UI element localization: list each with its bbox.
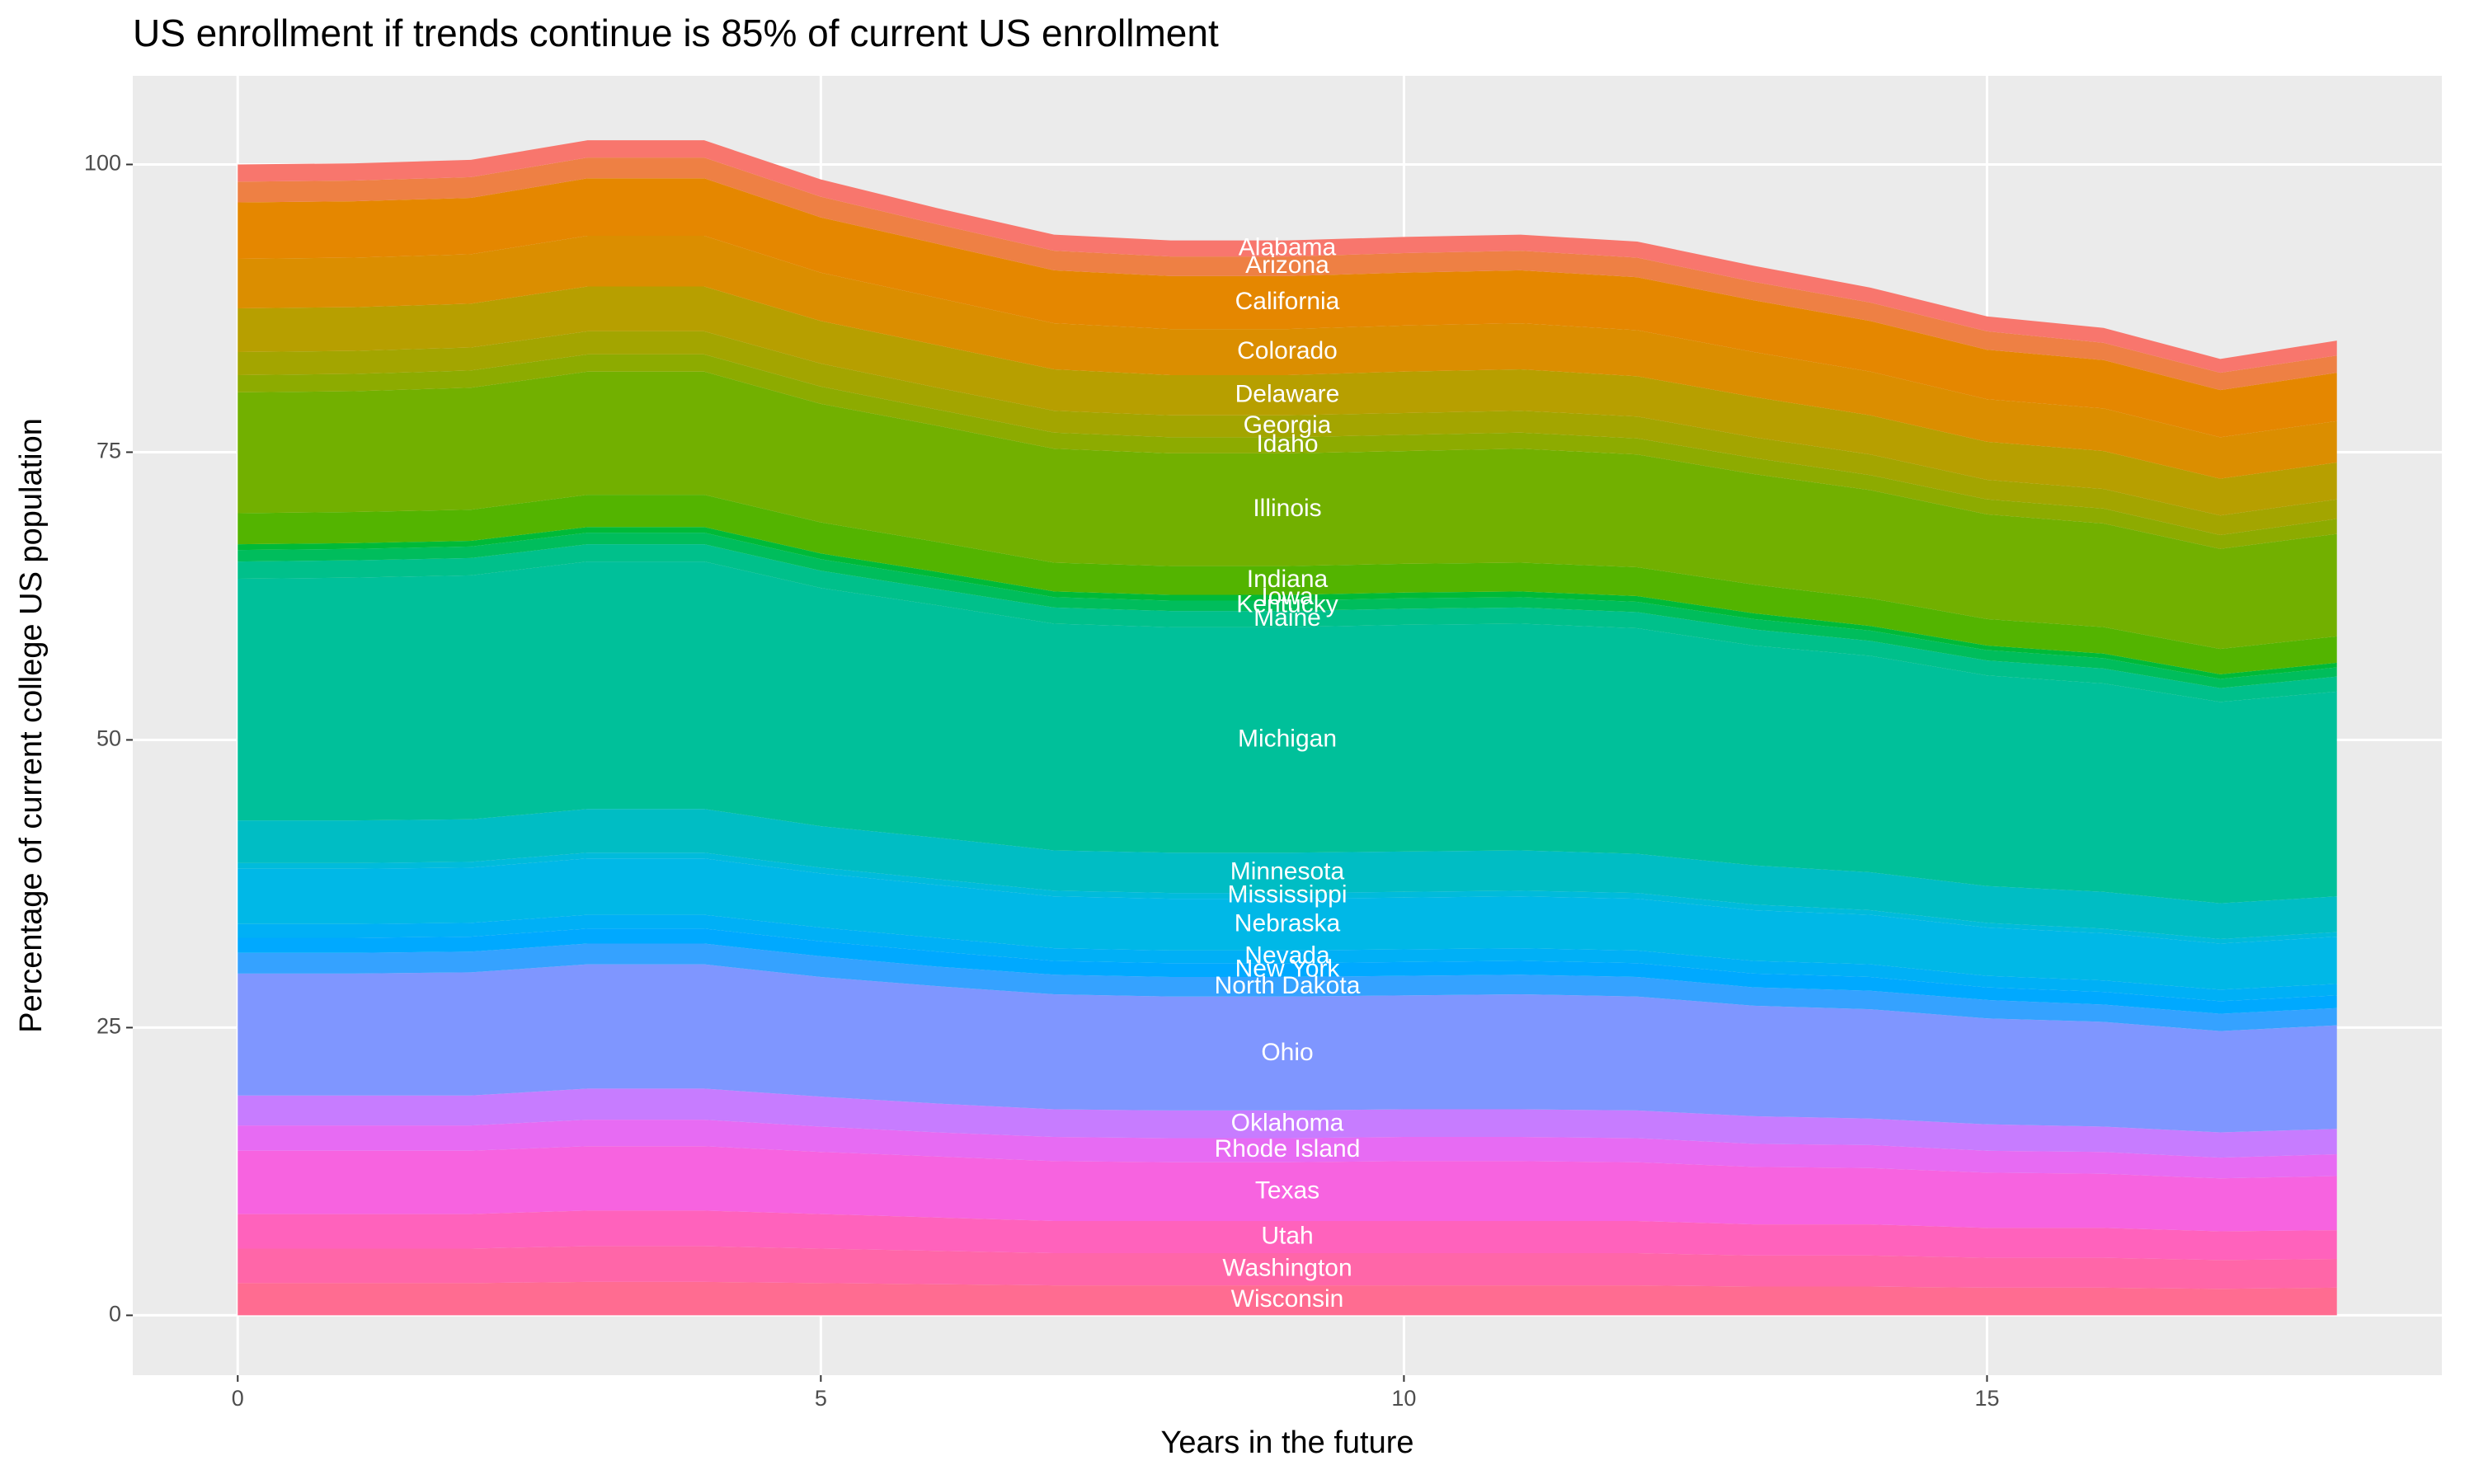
y-tick-label: 25 [96, 1014, 121, 1039]
area [238, 852, 2337, 944]
y-axis-label: Percentage of current college US populat… [14, 418, 49, 1033]
area-label: Arizona [1245, 251, 1329, 279]
area-label: Wisconsin [1231, 1285, 1344, 1313]
area [238, 140, 2337, 373]
chart-title: US enrollment if trends continue is 85% … [133, 12, 1219, 54]
area-label: New York [1235, 956, 1341, 983]
area [238, 914, 2337, 1002]
y-tick-label: 75 [96, 439, 121, 463]
area [238, 544, 2337, 702]
area [238, 561, 2337, 904]
area-label: Washington [1222, 1254, 1352, 1281]
y-tick-label: 100 [84, 151, 121, 176]
area-label: Idaho [1256, 430, 1318, 458]
x-tick-label: 0 [232, 1386, 244, 1411]
area-label: Utah [1261, 1222, 1313, 1249]
area [238, 858, 2337, 990]
area-label: Michigan [1238, 725, 1337, 752]
area-label: Maine [1253, 604, 1321, 632]
area [238, 533, 2337, 688]
area-label: Ohio [1261, 1039, 1313, 1066]
x-tick-label: 15 [1974, 1386, 1999, 1411]
area-label: North Dakota [1215, 972, 1361, 999]
area [238, 1210, 2337, 1261]
area-label: Oklahoma [1231, 1110, 1344, 1137]
area-label: Georgia [1244, 411, 1332, 439]
area-label: Illinois [1253, 495, 1321, 522]
area [238, 331, 2337, 535]
area [238, 928, 2337, 1014]
area-label: Texas [1255, 1176, 1319, 1204]
area-label: Colorado [1237, 337, 1338, 364]
area [238, 1120, 2337, 1179]
area [238, 354, 2337, 549]
area [238, 809, 2337, 939]
x-axis-label: Years in the future [1160, 1425, 1413, 1460]
x-tick-label: 10 [1391, 1386, 1416, 1411]
area-label: Minnesota [1230, 858, 1345, 885]
area [238, 1246, 2337, 1289]
area [238, 157, 2337, 391]
area-label: California [1235, 288, 1340, 315]
area [238, 286, 2337, 516]
area-label: Iowa [1261, 583, 1314, 610]
x-tick-label: 5 [815, 1386, 827, 1411]
area-label: Indiana [1247, 566, 1329, 593]
y-tick-label: 50 [96, 726, 121, 751]
area [238, 371, 2337, 650]
area [238, 1281, 2337, 1316]
area-label: Mississippi [1227, 881, 1347, 909]
area-label: Kentucky [1236, 591, 1338, 618]
area [238, 1088, 2337, 1158]
area [238, 943, 2337, 1031]
area-label: Alabama [1239, 233, 1337, 261]
area [238, 964, 2337, 1133]
area [238, 236, 2337, 479]
area-label: Delaware [1235, 380, 1340, 407]
area-label: Nebraska [1235, 909, 1341, 937]
area-label: Rhode Island [1215, 1135, 1361, 1162]
y-tick-label: 0 [109, 1302, 121, 1327]
area-label: Nevada [1244, 942, 1330, 970]
area [238, 527, 2337, 679]
area [238, 495, 2337, 674]
area [238, 178, 2337, 438]
area [238, 1146, 2337, 1232]
